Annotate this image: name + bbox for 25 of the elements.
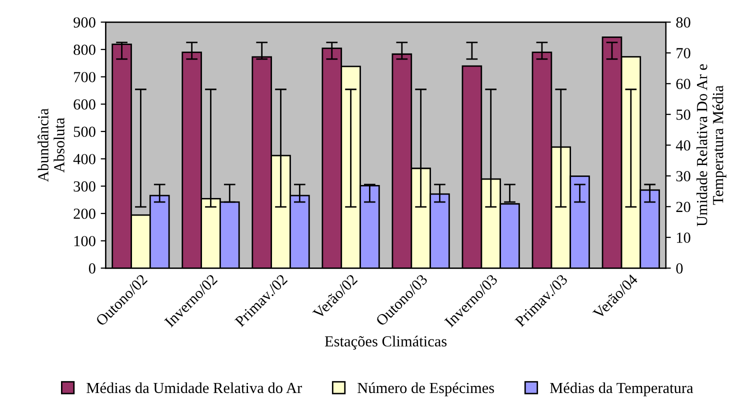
y2-tick-label: 50 xyxy=(676,110,690,120)
y-tick-label: 400 xyxy=(73,154,96,164)
legend-label: Número de Espécimes xyxy=(358,382,494,396)
y-axis-title: Abundância Absoluta xyxy=(38,108,64,182)
y-tick-label: 300 xyxy=(74,181,96,192)
y-tick-label: 900 xyxy=(74,17,96,28)
y-tick-label: 100 xyxy=(74,236,96,246)
x-axis-title: Estações Climáticas xyxy=(324,336,447,350)
y-tick-label: 600 xyxy=(74,99,96,110)
y2-tick-label: 20 xyxy=(676,202,690,212)
y-tick-label: 800 xyxy=(74,44,96,55)
y2-tick-label: 0 xyxy=(676,263,683,274)
y2-tick-label: 60 xyxy=(676,78,690,90)
legend-label: Médias da Umidade Relativa do Ar xyxy=(86,382,302,394)
legend-label: Médias da Temperatura xyxy=(550,382,694,396)
y2-tick-label: 30 xyxy=(676,171,690,182)
y-tick-label: 500 xyxy=(74,126,96,137)
y-tick-label: 700 xyxy=(74,72,96,82)
y-tick-label: 200 xyxy=(74,208,96,219)
y-tick-label: 0 xyxy=(88,263,96,274)
y2-axis-title: Umidade Relativa Do Ar e Temperatura Média xyxy=(696,64,726,226)
y2-tick-label: 40 xyxy=(676,140,690,151)
y2-tick-label: 70 xyxy=(676,48,690,58)
y2-tick-label: 80 xyxy=(676,17,690,28)
y2-tick-label: 10 xyxy=(676,232,690,243)
